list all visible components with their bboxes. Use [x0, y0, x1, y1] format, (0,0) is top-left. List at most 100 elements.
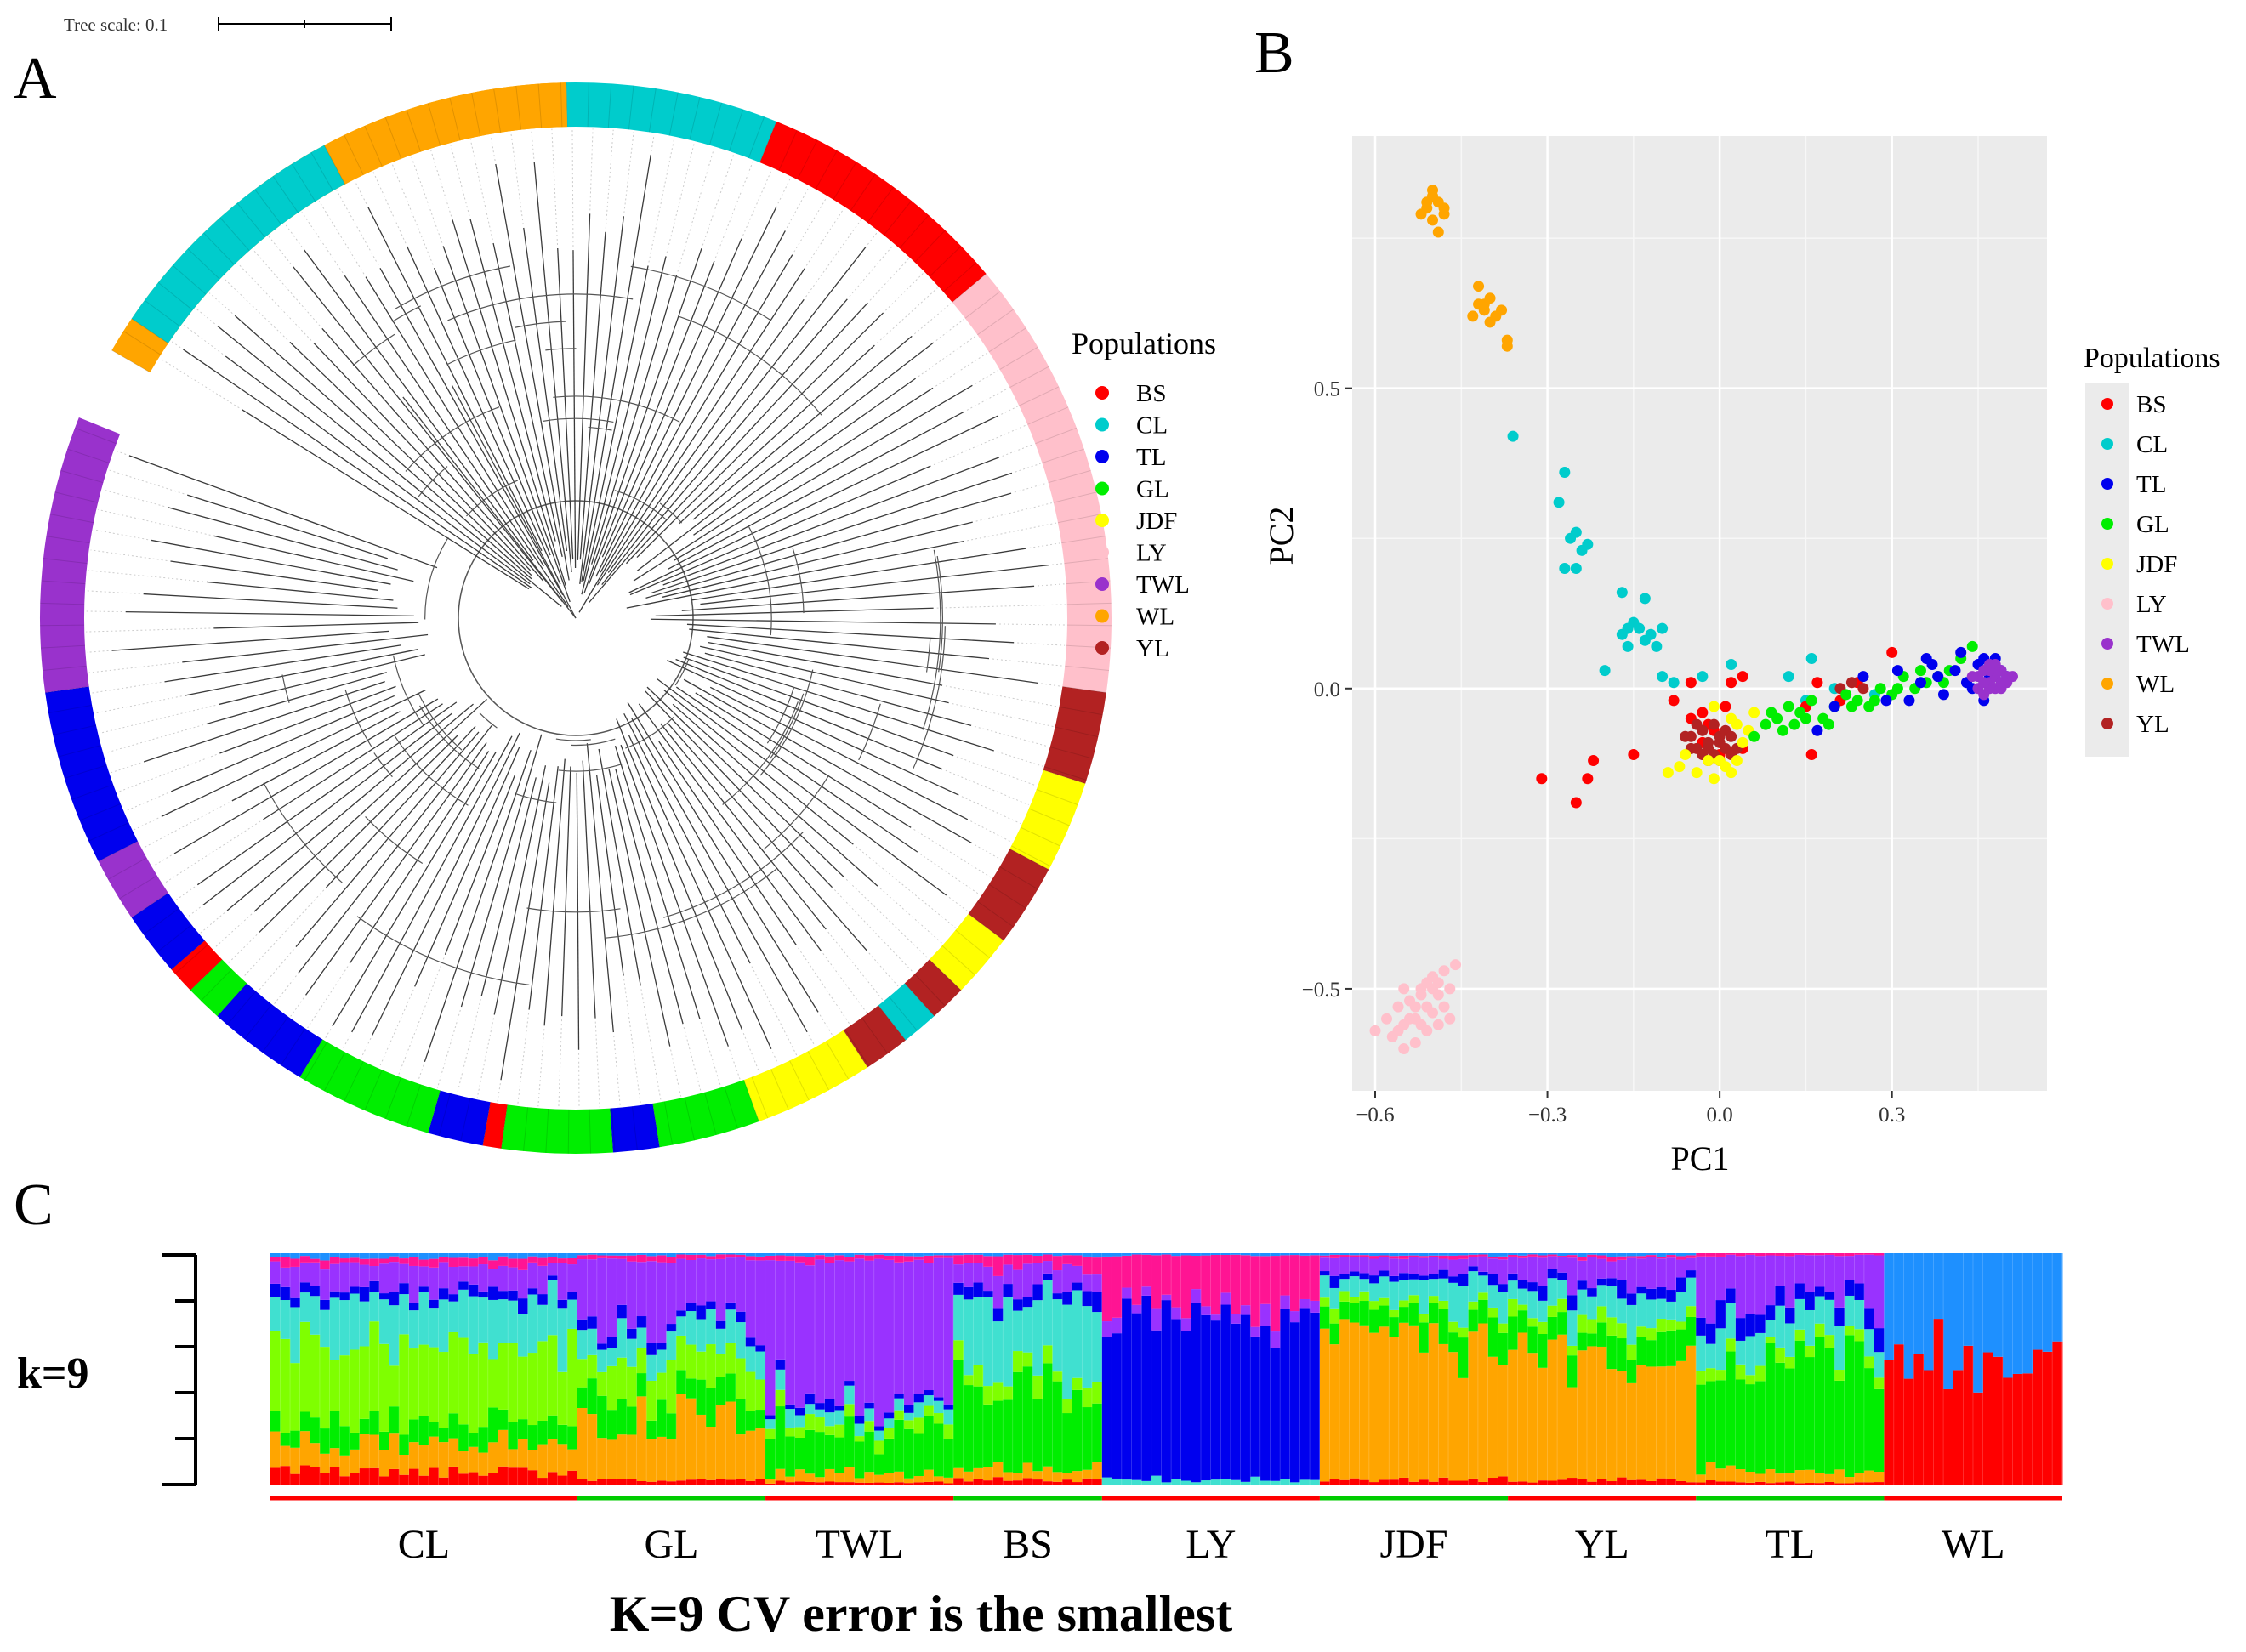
- admixture-segment: [1527, 1254, 1538, 1257]
- admixture-segment: [1617, 1253, 1628, 1257]
- ring-tip-separator: [46, 536, 90, 544]
- ring-tip-separator: [122, 331, 162, 355]
- admixture-segment: [1844, 1483, 1856, 1485]
- admixture-segment: [1032, 1471, 1043, 1480]
- admixture-segment: [1656, 1319, 1667, 1332]
- ring-tip-separator: [708, 102, 723, 145]
- tree-tip-leader: [98, 508, 211, 536]
- admixture-segment: [1666, 1319, 1677, 1331]
- admixture-segment: [1606, 1261, 1618, 1279]
- tree-branch: [576, 772, 580, 1050]
- admixture-segment: [468, 1446, 480, 1473]
- admixture-segment: [913, 1402, 924, 1418]
- admixture-segment: [636, 1396, 647, 1482]
- ring-segment-arc: [1043, 686, 1106, 784]
- admixture-segment: [1389, 1317, 1400, 1337]
- admixture-segment: [280, 1445, 291, 1467]
- admixture-segment: [715, 1405, 727, 1479]
- admixture-segment: [1487, 1274, 1499, 1286]
- admixture-segment: [1389, 1256, 1400, 1259]
- admixture-segment: [805, 1257, 816, 1266]
- admixture-segment: [547, 1263, 559, 1276]
- admixture-segment: [1408, 1279, 1419, 1296]
- admixture-segment: [1260, 1480, 1271, 1485]
- admixture-segment: [587, 1414, 598, 1481]
- tree-branch: [367, 207, 543, 552]
- admixture-segment: [518, 1419, 529, 1439]
- admixture-segment: [794, 1256, 806, 1263]
- admixture-segment: [834, 1424, 845, 1438]
- admixture-segment: [1339, 1253, 1350, 1256]
- admixture-segment: [508, 1267, 519, 1291]
- tree-internal-arc: [674, 659, 690, 686]
- ring-tip-separator: [729, 109, 744, 152]
- ring-tip-separator: [384, 116, 402, 159]
- admixture-segment: [627, 1479, 638, 1485]
- admixture-segment: [1092, 1403, 1103, 1463]
- admixture-segment: [557, 1258, 568, 1263]
- ring-tip-separator: [1065, 665, 1110, 671]
- admixture-segment: [1864, 1482, 1875, 1485]
- admixture-segment: [359, 1434, 371, 1469]
- admixture-segment: [1587, 1253, 1598, 1255]
- tree-tip-leader: [551, 128, 559, 245]
- tree-tip-leader: [100, 705, 216, 734]
- admixture-segment: [508, 1422, 519, 1450]
- admixture-segment: [478, 1264, 489, 1292]
- admixture-segment: [270, 1283, 281, 1297]
- tree-internal-arc: [766, 686, 795, 744]
- tree-tip-leader: [160, 358, 240, 409]
- admixture-segment: [1666, 1365, 1677, 1479]
- admixture-segment: [399, 1454, 410, 1475]
- admixture-segment: [1369, 1301, 1380, 1310]
- admixture-segment: [1458, 1480, 1470, 1485]
- tree-internal-arc: [748, 526, 772, 636]
- admixture-segment: [884, 1428, 895, 1439]
- ring-tip-separator: [482, 1102, 492, 1146]
- admixture-segment: [1527, 1256, 1538, 1283]
- ring-segment-arc: [968, 849, 1049, 941]
- admixture-segment: [924, 1255, 935, 1263]
- tree-tip-leader: [134, 817, 159, 831]
- tree-branch: [655, 607, 934, 617]
- admixture-segment: [1240, 1255, 1252, 1306]
- admixture-segment: [567, 1426, 578, 1450]
- admixture-segment: [1171, 1479, 1182, 1485]
- admixture-segment: [1013, 1480, 1024, 1485]
- pca-point: [1886, 646, 1898, 658]
- ring-tip-separator: [54, 491, 99, 503]
- admixture-segment: [1626, 1479, 1638, 1485]
- admixture-group-label: LY: [1186, 1522, 1236, 1567]
- admixture-segment: [359, 1264, 371, 1287]
- admixture-segment: [715, 1253, 727, 1255]
- admixture-segment: [299, 1262, 311, 1283]
- admixture-segment: [1042, 1280, 1054, 1346]
- admixture-segment: [1458, 1274, 1470, 1286]
- tree-tip-leader: [86, 610, 122, 613]
- admixture-segment: [1794, 1470, 1805, 1484]
- admixture-segment: [864, 1472, 875, 1483]
- admixture-segment: [1547, 1305, 1558, 1317]
- admixture-segment: [1814, 1483, 1826, 1485]
- tree-tip-leader: [640, 989, 662, 1101]
- admixture-segment: [379, 1263, 390, 1294]
- tree-branch: [589, 260, 715, 584]
- admixture-segment: [983, 1253, 994, 1257]
- admixture-segment: [1745, 1472, 1756, 1483]
- admixture-segment: [1349, 1257, 1361, 1272]
- admixture-segment: [369, 1411, 380, 1435]
- admixture-segment: [1042, 1261, 1054, 1274]
- tree-branch: [293, 266, 563, 603]
- tree-internal-arc: [418, 693, 463, 751]
- admixture-segment: [1299, 1308, 1311, 1480]
- tree-branch: [700, 564, 1049, 605]
- admixture-segment: [666, 1481, 677, 1485]
- ring-segment-arc: [324, 82, 567, 185]
- admixture-segment: [794, 1262, 806, 1408]
- pca-point: [1891, 683, 1903, 695]
- tree-tip-leader: [175, 886, 196, 901]
- admixture-segment: [963, 1254, 975, 1263]
- pca-point: [1599, 665, 1611, 677]
- admixture-segment: [389, 1468, 400, 1485]
- tree-internal-arc: [543, 417, 614, 423]
